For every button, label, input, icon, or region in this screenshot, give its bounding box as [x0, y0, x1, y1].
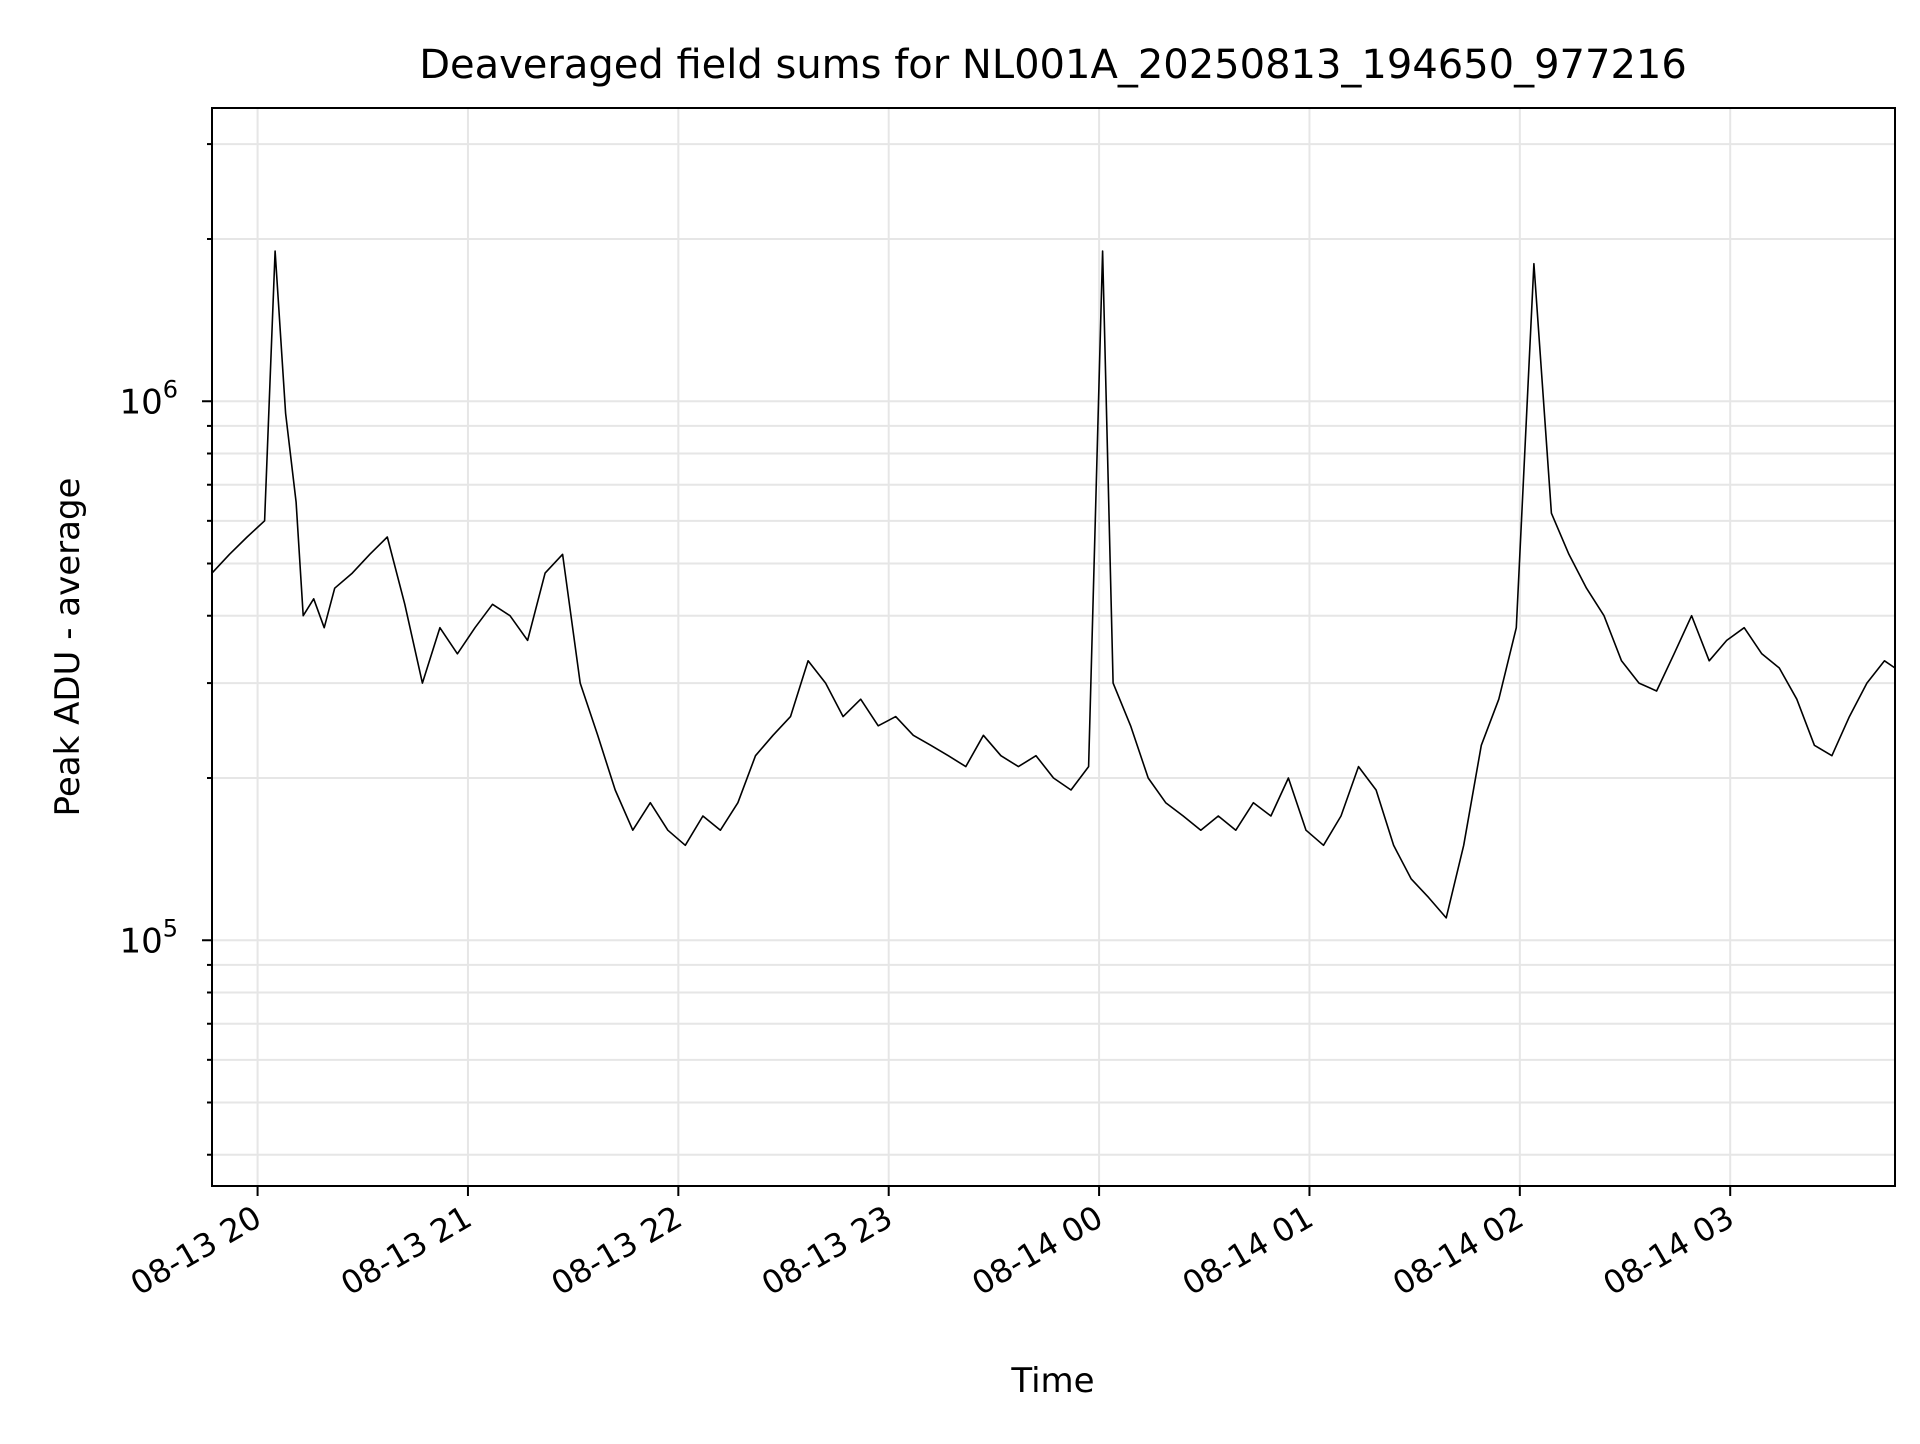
y-tick-label-base: 10 — [119, 921, 162, 961]
series-layer — [211, 250, 1896, 919]
x-axis-label: Time — [1010, 1361, 1094, 1401]
chart-title: Deaveraged field sums for NL001A_2025081… — [419, 42, 1687, 88]
y-tick-label: 106 — [119, 375, 178, 422]
y-tick-label-exponent: 6 — [163, 375, 178, 403]
series-line — [211, 250, 1896, 919]
grid — [212, 108, 1895, 1186]
y-tick-label-base: 10 — [119, 382, 162, 422]
y-tick-label: 105 — [119, 914, 178, 961]
y-tick-label-exponent: 5 — [163, 914, 178, 942]
y-axis-label: Peak ADU - average — [48, 478, 88, 817]
plot-area-frame — [211, 107, 1896, 1187]
